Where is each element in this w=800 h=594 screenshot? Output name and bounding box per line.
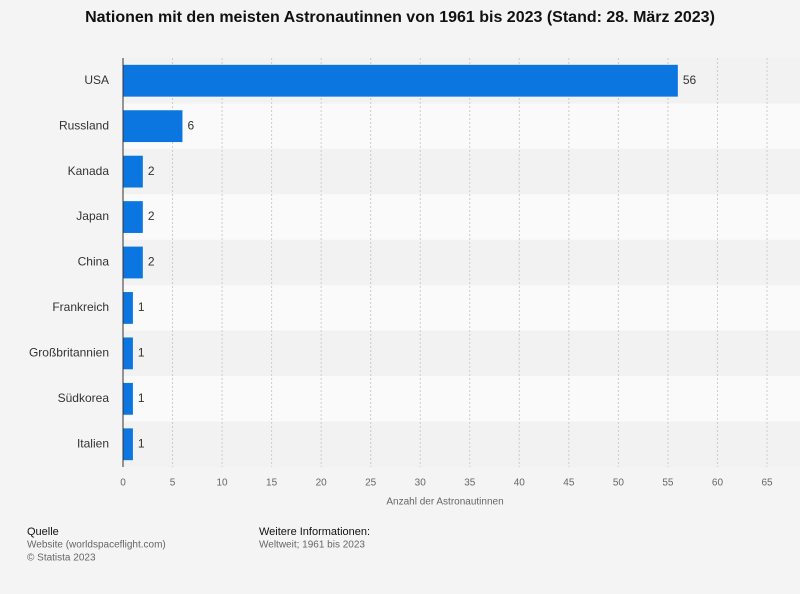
x-tick-label: 55 [662, 478, 674, 489]
source-line: Website (worldspaceflight.com) [27, 540, 166, 551]
row-band [123, 194, 800, 240]
x-tick-label: 65 [761, 478, 773, 489]
x-tick-label: 15 [266, 478, 278, 489]
source-line: © Statista 2023 [27, 553, 96, 564]
bar [123, 428, 133, 461]
bar [123, 246, 143, 279]
x-axis-label: Anzahl der Astronautinnen [386, 497, 503, 508]
source-title: Quelle [27, 526, 59, 538]
y-tick-label: Südkorea [58, 391, 110, 405]
info-title: Weitere Informationen: [259, 526, 370, 538]
x-tick-label: 0 [120, 478, 126, 489]
chart-title: Nationen mit den meisten Astronautinnen … [85, 9, 715, 26]
y-tick-label: China [78, 255, 110, 269]
bar [123, 110, 183, 143]
value-label: 2 [148, 209, 155, 223]
info-line: Weltweit; 1961 bis 2023 [259, 540, 365, 551]
y-tick-label: Japan [76, 209, 109, 223]
x-tick-label: 20 [316, 478, 328, 489]
y-tick-label: Russland [59, 118, 109, 132]
x-tick-label: 30 [415, 478, 427, 489]
row-band [123, 421, 800, 467]
bar [123, 201, 143, 233]
value-label: 56 [683, 73, 697, 87]
value-label: 1 [138, 346, 145, 360]
x-tick-label: 60 [712, 478, 724, 489]
bar [123, 155, 143, 188]
x-tick-label: 45 [563, 478, 575, 489]
value-label: 6 [187, 118, 194, 132]
value-label: 1 [138, 436, 145, 450]
x-tick-label: 35 [464, 478, 476, 489]
value-label: 1 [138, 300, 145, 314]
y-tick-label: Frankreich [52, 300, 109, 314]
value-label: 2 [148, 164, 155, 178]
bar [123, 337, 133, 370]
x-tick-label: 40 [514, 478, 526, 489]
value-label: 2 [148, 255, 155, 269]
row-band [123, 376, 800, 422]
y-tick-label: Italien [77, 436, 109, 450]
x-tick-label: 25 [365, 478, 377, 489]
y-tick-label: USA [84, 73, 109, 87]
value-label: 1 [138, 391, 145, 405]
bar [123, 382, 133, 415]
y-tick-label: Großbritannien [29, 346, 109, 360]
x-tick-label: 50 [613, 478, 625, 489]
row-band [123, 285, 800, 331]
x-tick-label: 5 [170, 478, 176, 489]
row-band [123, 103, 800, 149]
row-band [123, 330, 800, 377]
y-tick-label: Kanada [68, 164, 110, 178]
bar [123, 292, 133, 324]
x-tick-label: 10 [217, 478, 229, 489]
row-band [123, 148, 800, 195]
row-band [123, 239, 800, 286]
bar [123, 64, 678, 97]
